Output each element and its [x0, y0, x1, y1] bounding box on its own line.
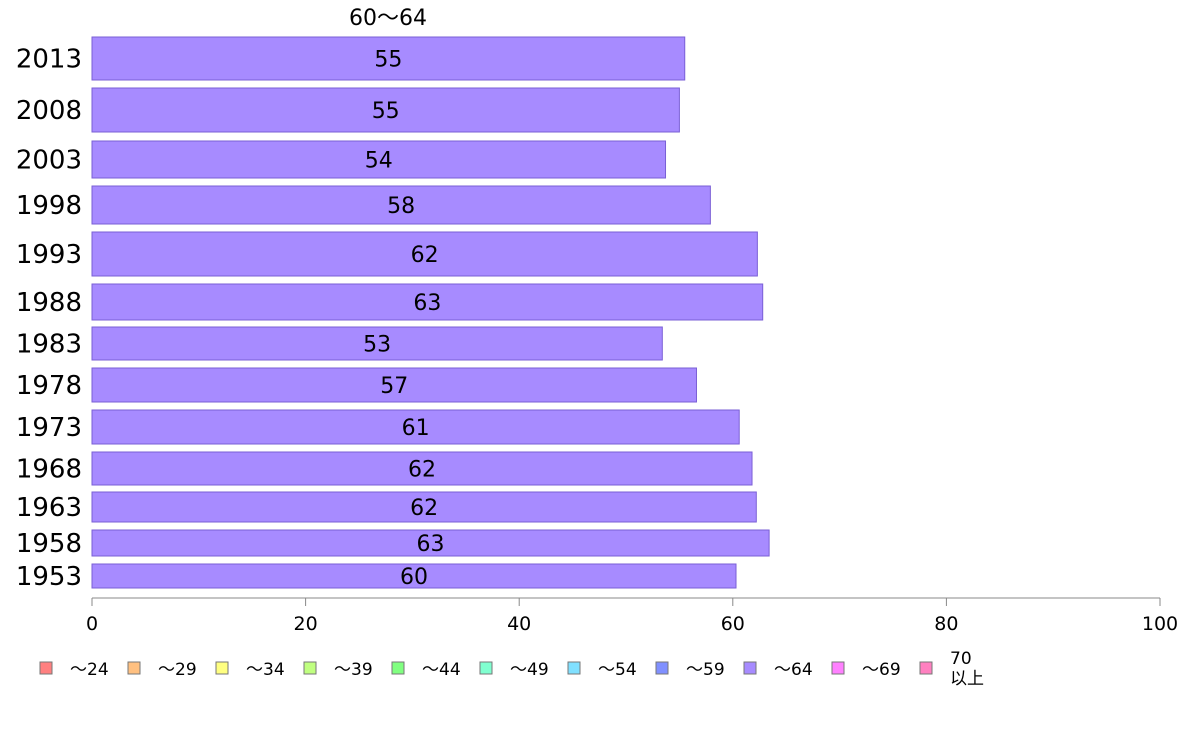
bar: [91, 326, 663, 361]
legend: 〜24 〜29 〜34 〜39 〜44 〜49 〜54 〜59 〜64 〜69 70 以上: [39, 649, 984, 689]
legend-label: 70 以上: [950, 649, 984, 689]
legend-swatch: [743, 661, 757, 675]
bar: [91, 491, 757, 523]
category-label: 1988: [16, 288, 82, 318]
legend-swatch: [919, 661, 933, 675]
x-tick-label: 100: [1142, 613, 1178, 635]
legend-swatch: [303, 661, 317, 675]
legend-label: 〜54: [598, 660, 637, 680]
legend-swatch: [655, 661, 669, 675]
data-label: 62: [410, 496, 438, 521]
legend-swatch: [127, 661, 141, 675]
category-label: 1958: [16, 529, 82, 559]
data-label: 61: [402, 416, 430, 441]
x-tick-label: 80: [934, 613, 958, 635]
bar: [91, 231, 758, 277]
legend-label-line: 70: [950, 649, 972, 669]
x-tick-label: 0: [86, 613, 98, 635]
legend-label: 〜29: [158, 660, 197, 680]
legend-label: 〜44: [422, 660, 461, 680]
bar: [91, 283, 764, 321]
bar: [91, 451, 753, 486]
category-label: 2003: [16, 146, 82, 176]
x-axis: 0 20 40 60 80 100: [86, 597, 1178, 635]
data-label: 58: [387, 194, 415, 219]
legend-swatch: [479, 661, 493, 675]
category-label: 2013: [16, 45, 82, 75]
category-label: 1953: [16, 562, 82, 592]
bars-layer: 2013 55 2008 55 2003 54 1998 58 1993 62 1988 63 1983…: [16, 36, 770, 592]
bar: [91, 185, 711, 225]
data-label: 60: [400, 565, 428, 590]
legend-swatch: [567, 661, 581, 675]
legend-label: 〜64: [774, 660, 813, 680]
x-tick-label: 20: [294, 613, 318, 635]
bar: [91, 367, 697, 403]
legend-label-line: 以上: [950, 669, 984, 689]
series-label: 60〜64: [349, 6, 427, 31]
data-label: 57: [380, 374, 408, 399]
bar: [91, 140, 667, 179]
legend-label: 〜34: [246, 660, 285, 680]
legend-swatch: [39, 661, 53, 675]
bar: [91, 529, 770, 557]
data-label: 63: [417, 532, 445, 557]
category-label: 1983: [16, 330, 82, 360]
x-tick-label: 40: [507, 613, 531, 635]
x-tick-label: 60: [721, 613, 745, 635]
legend-swatch: [215, 661, 229, 675]
category-label: 1968: [16, 455, 82, 485]
data-label: 53: [363, 333, 391, 358]
data-label: 54: [365, 149, 393, 174]
category-label: 1973: [16, 413, 82, 443]
legend-label: 〜39: [334, 660, 373, 680]
legend-swatch: [831, 661, 845, 675]
category-label: 1963: [16, 493, 82, 523]
legend-label: 〜59: [686, 660, 725, 680]
legend-label: 〜69: [862, 660, 901, 680]
bar: [91, 36, 686, 81]
bar: [91, 409, 740, 445]
category-label: 1998: [16, 191, 82, 221]
bar: [91, 563, 737, 589]
legend-label: 〜24: [70, 660, 109, 680]
category-label: 1993: [16, 240, 82, 270]
data-label: 55: [372, 99, 400, 124]
category-label: 2008: [16, 96, 82, 126]
legend-label: 〜49: [510, 660, 549, 680]
bar: [91, 87, 680, 133]
category-label: 1978: [16, 371, 82, 401]
data-label: 62: [408, 458, 436, 483]
legend-swatch: [391, 661, 405, 675]
data-label: 63: [413, 291, 441, 316]
data-label: 62: [411, 243, 439, 268]
data-label: 55: [374, 48, 402, 73]
